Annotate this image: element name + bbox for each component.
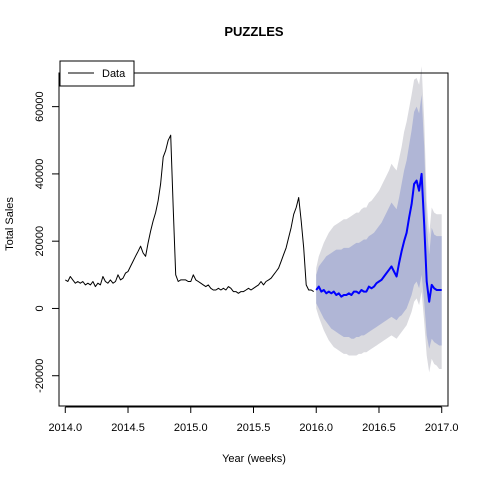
series-forecast-line (315, 172, 442, 303)
y-tick-label: -20000 (34, 359, 46, 393)
x-tick-label: 2017.0 (425, 422, 459, 434)
legend: Data (59, 60, 135, 87)
x-tick-label: 2016.0 (299, 422, 333, 434)
chart-title: PUZZLES (224, 24, 284, 39)
y-axis: -20000 0 20000 40000 60000 (34, 91, 60, 393)
y-tick-label: 0 (34, 305, 46, 311)
x-axis: 2014.0 2014.5 2015.0 2015.5 2016.0 2016.5 2017… (48, 406, 459, 434)
series-lines (65, 134, 442, 303)
x-tick-label: 2015.5 (237, 422, 271, 434)
series-data-line (65, 134, 314, 294)
band-80 (316, 94, 442, 349)
legend-label-data: Data (102, 68, 126, 80)
x-tick-label: 2015.0 (174, 422, 208, 434)
x-tick-label: 2016.5 (362, 422, 396, 434)
x-tick-label: 2014.5 (111, 422, 145, 434)
y-tick-label: 60000 (34, 91, 46, 122)
y-tick-label: 20000 (34, 226, 46, 257)
x-axis-label: Year (weeks) (222, 453, 286, 465)
prediction-bands (316, 66, 442, 373)
y-axis-label: Total Sales (4, 197, 16, 251)
x-tick-label: 2014.0 (48, 422, 82, 434)
y-tick-label: 40000 (34, 159, 46, 190)
